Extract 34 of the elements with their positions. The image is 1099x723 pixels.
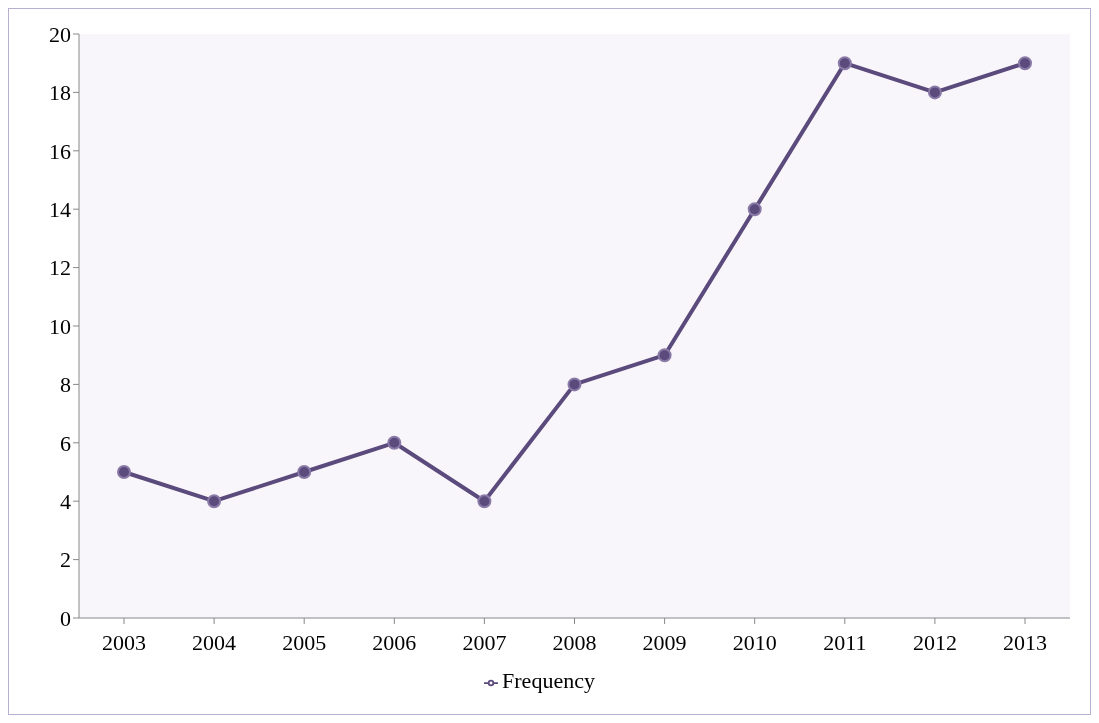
point xyxy=(747,202,762,217)
point xyxy=(477,494,492,509)
y-tick-label: 16 xyxy=(49,138,71,164)
y-tick-label: 10 xyxy=(49,313,71,339)
x-tick-label: 2012 xyxy=(912,629,957,655)
x-tick-label: 2005 xyxy=(282,629,327,655)
x-tick-label: 2009 xyxy=(642,629,687,655)
y-tick-label: 0 xyxy=(60,605,71,631)
point xyxy=(927,85,942,100)
x-tick-label: 2006 xyxy=(372,629,417,655)
y-tick-label: 4 xyxy=(60,489,71,515)
x-tick-label: 2003 xyxy=(102,629,146,655)
x-tick-label: 2007 xyxy=(462,629,507,655)
y-tick-label: 20 xyxy=(49,21,71,47)
point xyxy=(207,494,222,509)
point xyxy=(837,56,852,71)
y-tick-label: 18 xyxy=(49,80,71,106)
x-tick-label: 2008 xyxy=(552,629,597,655)
point xyxy=(297,465,312,479)
y-tick-label: 8 xyxy=(60,372,71,398)
legend-label: Frequency xyxy=(502,668,595,693)
x-tick-label: 2013 xyxy=(1003,629,1047,655)
point xyxy=(387,435,402,450)
point xyxy=(1018,56,1032,71)
x-tick-label: 2004 xyxy=(192,629,237,655)
y-tick-label: 14 xyxy=(49,197,71,223)
x-tick-label: 2010 xyxy=(732,629,777,655)
y-tick-label: 2 xyxy=(60,547,71,573)
y-tick-label: 6 xyxy=(60,430,71,456)
point xyxy=(117,465,131,479)
y-tick-label: 12 xyxy=(49,255,71,281)
point xyxy=(657,348,672,363)
point xyxy=(567,377,582,392)
x-tick-label: 2011 xyxy=(823,629,867,655)
